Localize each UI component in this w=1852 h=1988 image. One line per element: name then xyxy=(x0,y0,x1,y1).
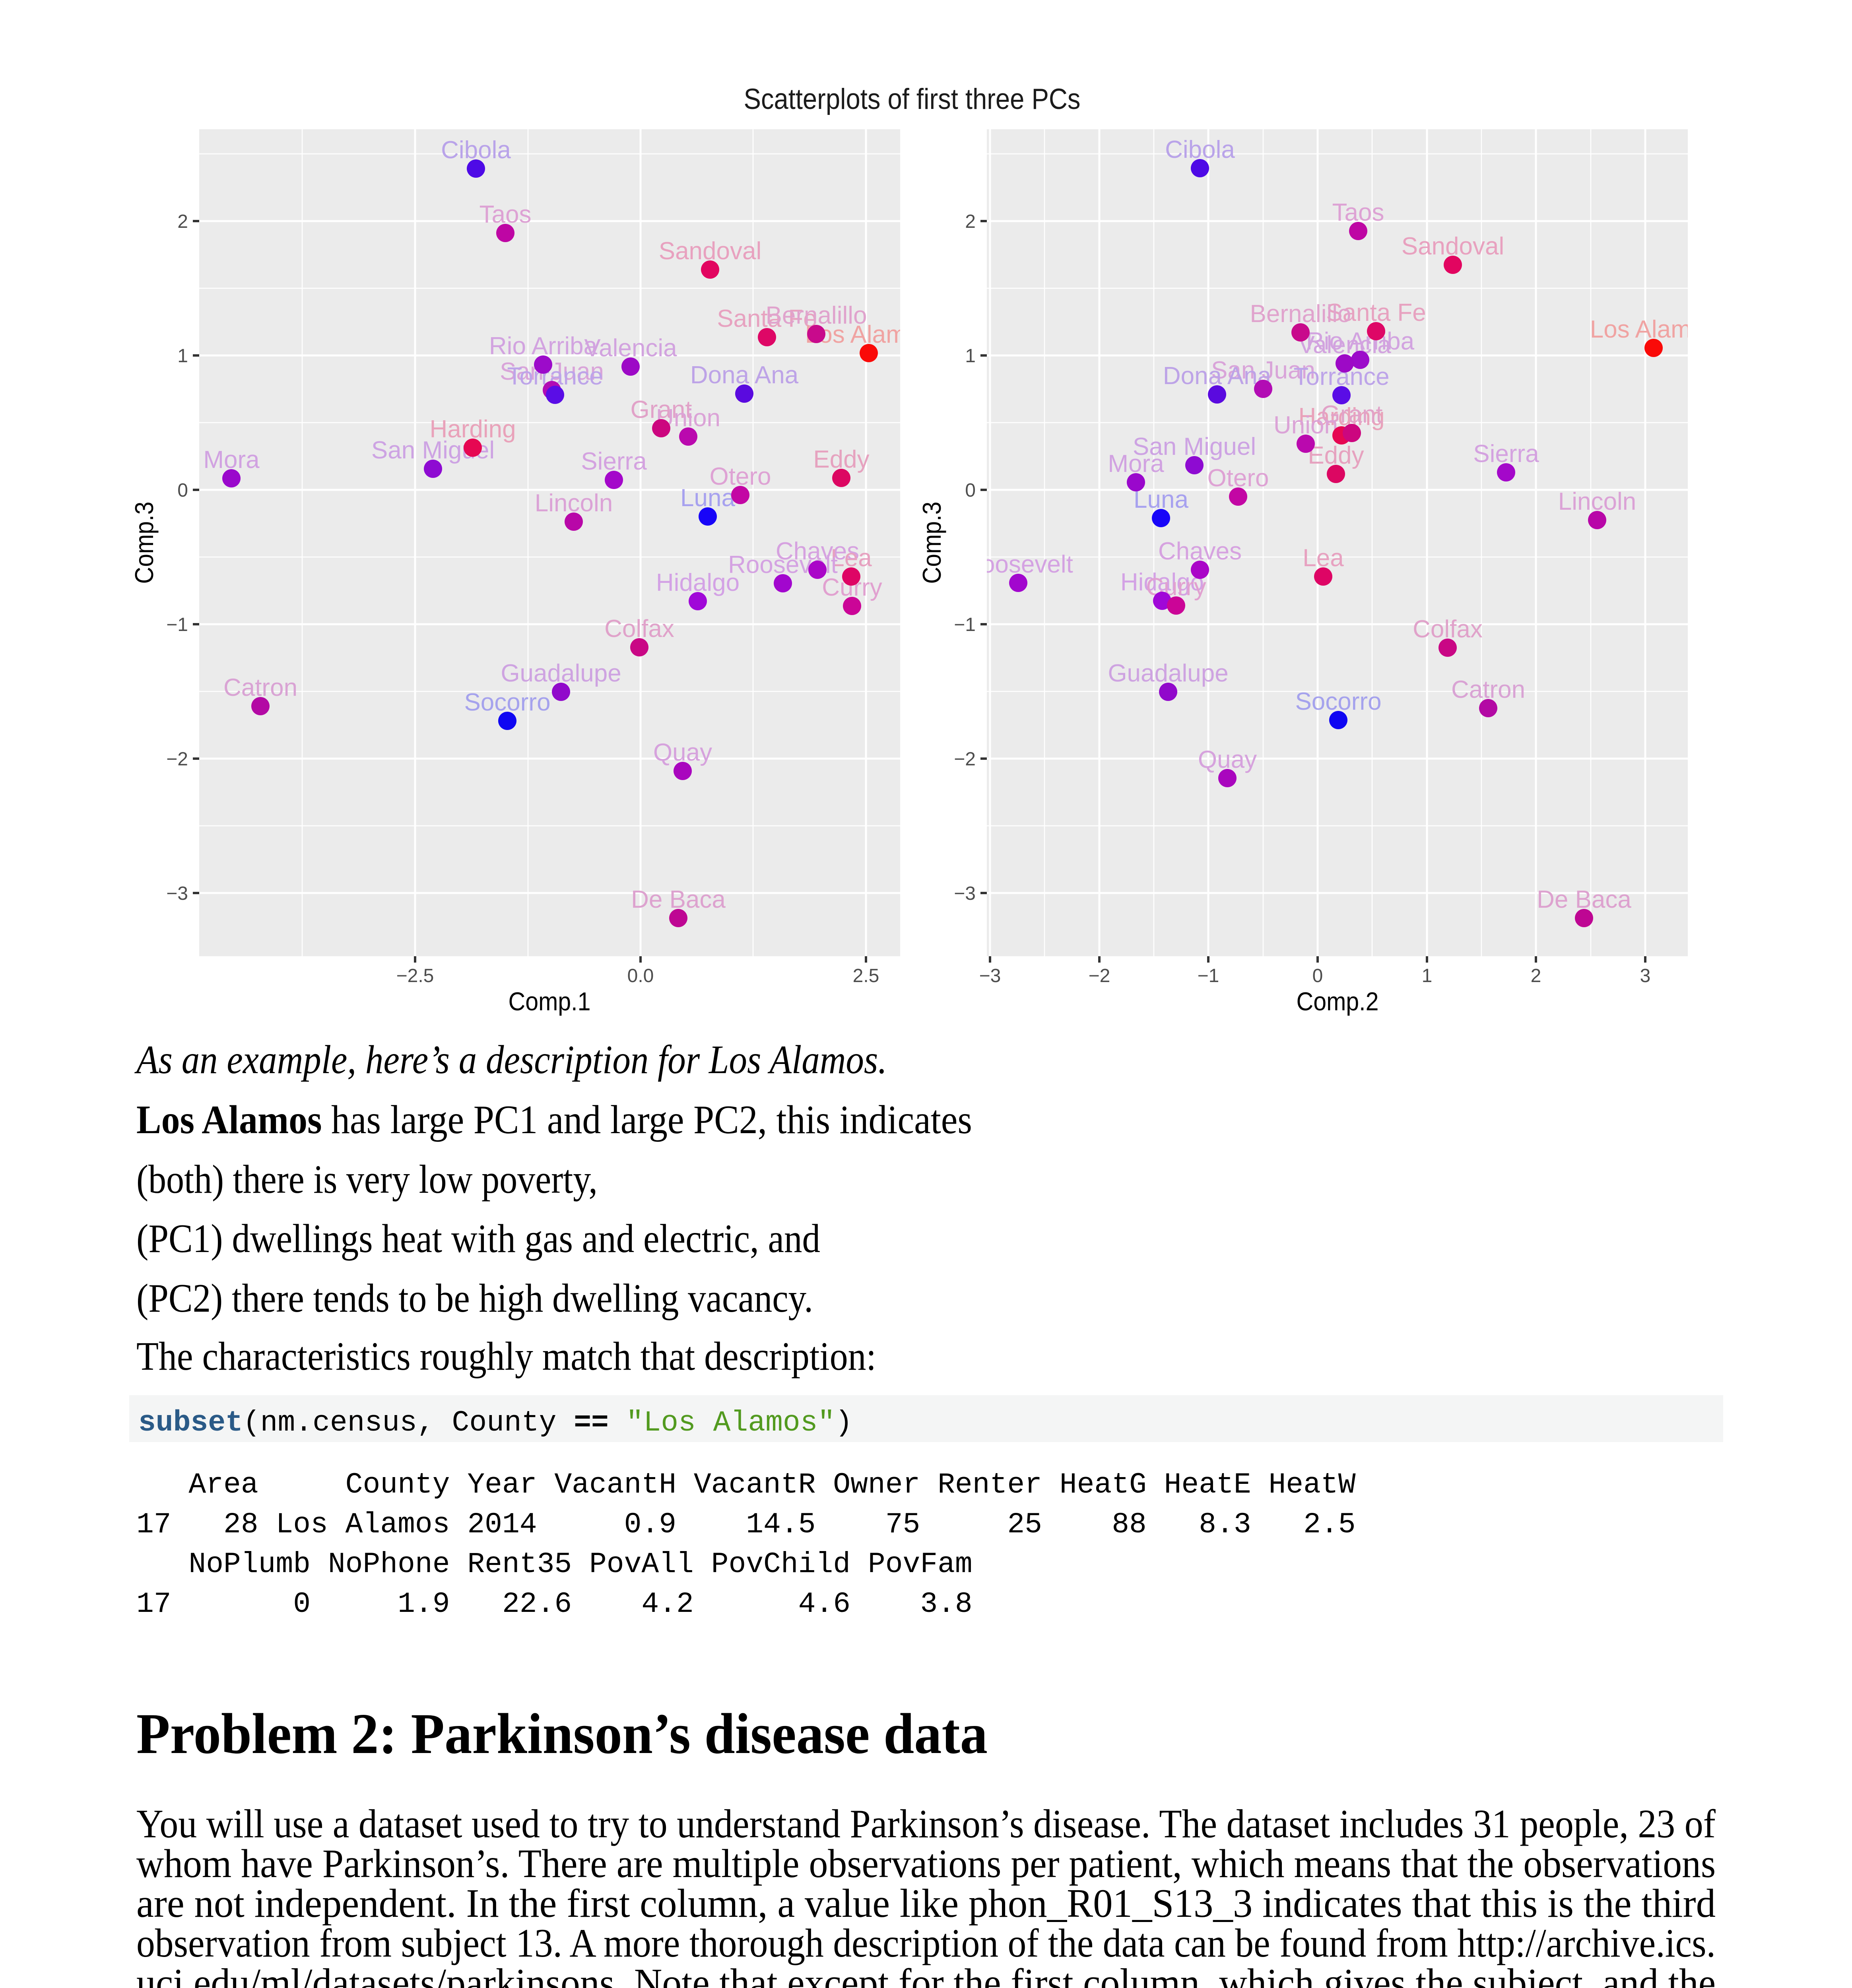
svg-text:Dona Ana: Dona Ana xyxy=(1163,362,1272,390)
svg-text:Harding: Harding xyxy=(1298,403,1384,431)
svg-text:Comp.3: Comp.3 xyxy=(130,502,159,584)
svg-text:1: 1 xyxy=(177,346,188,367)
svg-text:Luna: Luna xyxy=(1134,486,1188,513)
svg-text:Colfax: Colfax xyxy=(604,615,674,643)
svg-text:Lea: Lea xyxy=(831,544,872,572)
svg-text:0: 0 xyxy=(965,480,976,501)
svg-text:0: 0 xyxy=(177,480,188,501)
svg-text:Santa Fe: Santa Fe xyxy=(717,305,817,332)
svg-text:Santa Fe: Santa Fe xyxy=(1326,299,1426,326)
svg-text:−2: −2 xyxy=(1089,965,1110,986)
svg-text:Comp.1: Comp.1 xyxy=(509,987,591,1016)
svg-text:Chaves: Chaves xyxy=(1158,538,1242,565)
svg-text:Mora: Mora xyxy=(203,446,260,474)
svg-text:Union: Union xyxy=(1273,412,1338,439)
svg-text:Catron: Catron xyxy=(223,674,297,701)
svg-text:De Baca: De Baca xyxy=(631,886,726,913)
svg-text:Lea: Lea xyxy=(1303,544,1344,572)
svg-text:Grant: Grant xyxy=(630,396,692,423)
svg-text:Comp.2: Comp.2 xyxy=(1297,987,1379,1016)
svg-text:Sandoval: Sandoval xyxy=(1402,233,1505,260)
svg-text:Comp.3: Comp.3 xyxy=(917,502,946,584)
svg-text:Cibola: Cibola xyxy=(1165,136,1235,163)
svg-text:−2.5: −2.5 xyxy=(396,965,434,986)
svg-text:San Miguel: San Miguel xyxy=(1133,433,1256,460)
svg-text:De Baca: De Baca xyxy=(1537,886,1631,913)
svg-text:Rio Arriba: Rio Arriba xyxy=(1306,328,1415,355)
svg-text:−1: −1 xyxy=(954,614,976,635)
svg-text:Rio Arriba: Rio Arriba xyxy=(489,332,598,360)
svg-text:−1: −1 xyxy=(1198,965,1219,986)
svg-text:Cibola: Cibola xyxy=(441,136,511,164)
svg-text:Guadalupe: Guadalupe xyxy=(501,660,621,687)
svg-text:3: 3 xyxy=(1640,965,1651,986)
svg-text:−2: −2 xyxy=(166,749,188,770)
svg-text:Roosevelt: Roosevelt xyxy=(963,551,1073,578)
svg-text:Guadalupe: Guadalupe xyxy=(1108,660,1228,687)
svg-text:Chaves: Chaves xyxy=(776,538,859,565)
svg-text:−2: −2 xyxy=(954,749,976,770)
svg-text:Eddy: Eddy xyxy=(1308,442,1364,469)
svg-text:Quay: Quay xyxy=(1198,746,1257,773)
svg-text:Scatterplots of first three PC: Scatterplots of first three PCs xyxy=(744,83,1081,115)
svg-text:2: 2 xyxy=(965,211,976,232)
svg-text:Bernalillo: Bernalillo xyxy=(765,302,867,329)
svg-text:1: 1 xyxy=(965,346,976,367)
svg-text:−3: −3 xyxy=(166,883,188,904)
svg-text:Socorro: Socorro xyxy=(464,689,550,716)
svg-text:Quay: Quay xyxy=(653,739,712,766)
svg-text:Sierra: Sierra xyxy=(1473,440,1539,468)
svg-text:2.5: 2.5 xyxy=(853,965,879,986)
svg-text:Eddy: Eddy xyxy=(813,446,869,473)
svg-text:2: 2 xyxy=(1531,965,1541,986)
svg-text:−1: −1 xyxy=(166,614,188,635)
svg-text:Taos: Taos xyxy=(480,201,532,228)
svg-text:Lincoln: Lincoln xyxy=(535,489,613,517)
svg-text:Socorro: Socorro xyxy=(1295,688,1381,715)
svg-text:Los Alamos: Los Alamos xyxy=(1590,316,1718,343)
svg-text:2: 2 xyxy=(177,211,188,232)
svg-text:Luna: Luna xyxy=(680,484,735,512)
svg-text:Mora: Mora xyxy=(1108,450,1164,478)
svg-text:Hidalgo: Hidalgo xyxy=(1120,569,1204,596)
svg-text:0.0: 0.0 xyxy=(627,965,654,986)
svg-text:0: 0 xyxy=(1312,965,1323,986)
svg-text:Catron: Catron xyxy=(1451,676,1525,703)
svg-text:Sierra: Sierra xyxy=(581,448,647,475)
svg-text:Lincoln: Lincoln xyxy=(1558,488,1636,515)
svg-text:−3: −3 xyxy=(954,883,976,904)
svg-text:Hidalgo: Hidalgo xyxy=(656,569,740,596)
svg-text:Dona Ana: Dona Ana xyxy=(690,361,799,389)
svg-text:Otero: Otero xyxy=(1207,464,1269,492)
svg-text:−3: −3 xyxy=(979,965,1001,986)
svg-text:Sandoval: Sandoval xyxy=(659,237,762,265)
svg-text:Grant: Grant xyxy=(1321,401,1382,428)
svg-text:Taos: Taos xyxy=(1332,199,1384,226)
svg-text:Harding: Harding xyxy=(429,415,516,443)
svg-text:Bernalillo: Bernalillo xyxy=(1250,300,1351,328)
svg-text:Valencia: Valencia xyxy=(584,334,677,362)
svg-text:Colfax: Colfax xyxy=(1413,615,1483,643)
svg-text:Otero: Otero xyxy=(709,463,771,490)
svg-text:1: 1 xyxy=(1422,965,1433,986)
svg-text:San Juan: San Juan xyxy=(1211,357,1315,384)
